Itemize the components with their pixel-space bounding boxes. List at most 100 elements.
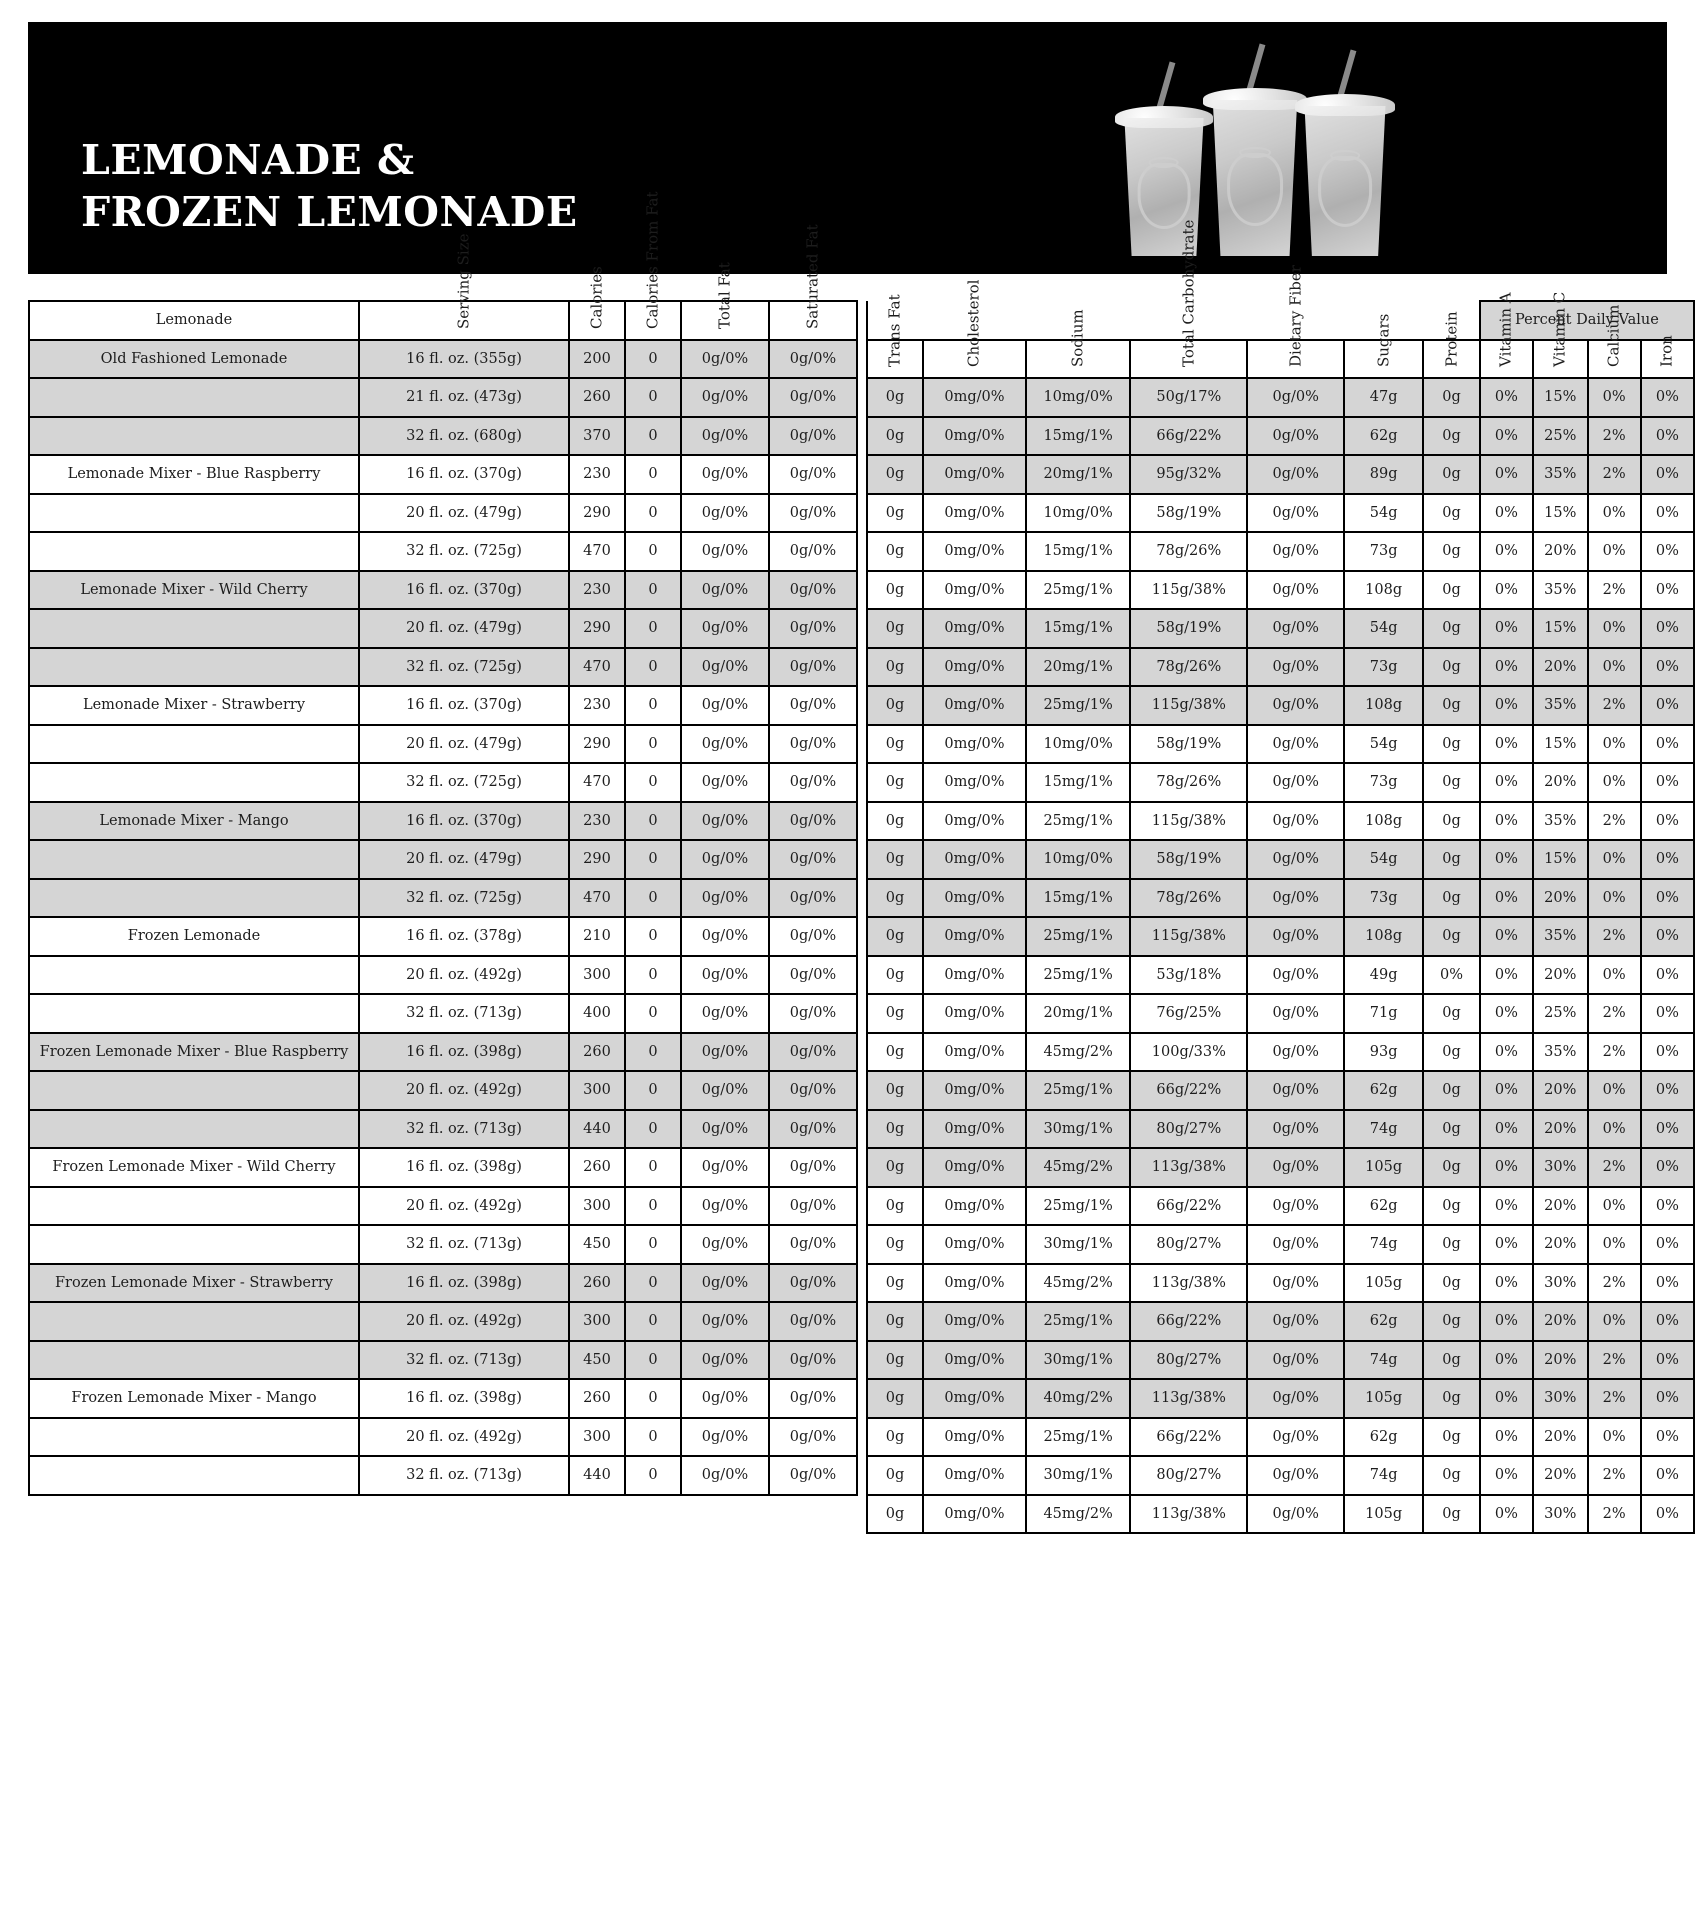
cell-calories-from-fat: 0	[624, 531, 682, 572]
cell-sodium: 45mg/2%	[1024, 1147, 1132, 1188]
cell-iron: 0%	[1639, 1147, 1695, 1188]
cell-serving-size: 16 fl. oz. (370g)	[358, 454, 570, 495]
cell-calcium: 0%	[1586, 1185, 1642, 1226]
cell-sugars: 73g	[1343, 646, 1425, 687]
cell-sodium: 30mg/1%	[1024, 1455, 1132, 1496]
cell-total-carbohydrate: 100g/33%	[1129, 1031, 1249, 1072]
cell-protein: 0g	[1422, 685, 1481, 726]
cell-calories: 290	[568, 723, 626, 764]
table-row: 0g 0mg/0% 25mg/1% 53g/18% 0g/0% 49g 0% 0% 20% 0% 0…	[866, 954, 1695, 995]
cell-protein: 0g	[1422, 762, 1481, 803]
cell-total-fat: 0g/0%	[680, 454, 770, 495]
cell-trans-fat: 0g	[866, 1339, 924, 1380]
cell-trans-fat: 0g	[866, 723, 924, 764]
cell-total-fat: 0g/0%	[680, 1185, 770, 1226]
cell-trans-fat: 0g	[866, 1070, 924, 1111]
cell-protein: 0g	[1422, 839, 1481, 880]
cell-protein: 0g	[1422, 1070, 1481, 1111]
cell-iron: 0%	[1639, 954, 1695, 995]
cell-vitamin-a: 0%	[1478, 1185, 1535, 1226]
cell-dietary-fiber: 0g/0%	[1246, 1224, 1346, 1265]
cell-total-carbohydrate: 115g/38%	[1129, 569, 1249, 610]
cell-vitamin-c: 35%	[1532, 1031, 1589, 1072]
cell-sugars: 54g	[1343, 723, 1425, 764]
table-row: 20 fl. oz. (492g) 300 0 0g/0% 0g/0%	[28, 1416, 858, 1457]
cell-iron: 0%	[1639, 454, 1695, 495]
cell-protein: 0g	[1422, 454, 1481, 495]
cell-vitamin-a: 0%	[1478, 723, 1535, 764]
cell-saturated-fat: 0g/0%	[768, 839, 858, 880]
cell-calories: 290	[568, 492, 626, 533]
cell-dietary-fiber: 0g/0%	[1246, 1147, 1346, 1188]
cell-calories-from-fat: 0	[624, 993, 682, 1034]
cell-trans-fat: 0g	[866, 569, 924, 610]
cell-total-fat: 0g/0%	[680, 1455, 770, 1496]
cell-total-carbohydrate: 113g/38%	[1129, 1262, 1249, 1303]
cell-sugars: 105g	[1343, 1147, 1425, 1188]
cell-saturated-fat: 0g/0%	[768, 877, 858, 918]
cell-sugars: 108g	[1343, 800, 1425, 841]
cell-cholesterol: 0mg/0%	[921, 1147, 1027, 1188]
cell-cholesterol: 0mg/0%	[921, 531, 1027, 572]
cell-total-carbohydrate: 115g/38%	[1129, 685, 1249, 726]
column-header-saturated-fat: Saturated Fat	[768, 224, 858, 341]
cell-calories: 470	[568, 646, 626, 687]
cell-serving-size: 16 fl. oz. (355g)	[358, 338, 570, 379]
cell-cholesterol: 0mg/0%	[921, 377, 1027, 418]
cell-calcium: 2%	[1586, 1147, 1642, 1188]
cell-trans-fat: 0g	[866, 762, 924, 803]
cell-total-fat: 0g/0%	[680, 839, 770, 880]
cell-dietary-fiber: 0g/0%	[1246, 1339, 1346, 1380]
cell-sodium: 10mg/0%	[1024, 377, 1132, 418]
cell-vitamin-a: 0%	[1478, 762, 1535, 803]
cell-dietary-fiber: 0g/0%	[1246, 646, 1346, 687]
cell-product-name	[28, 1108, 360, 1149]
cell-calcium: 2%	[1586, 1455, 1642, 1496]
cell-calories-from-fat: 0	[624, 454, 682, 495]
cell-calories: 370	[568, 415, 626, 456]
cell-iron: 0%	[1639, 1416, 1695, 1457]
cell-calcium: 0%	[1586, 762, 1642, 803]
cell-serving-size: 16 fl. oz. (398g)	[358, 1378, 570, 1419]
cell-sugars: 62g	[1343, 1301, 1425, 1342]
cell-product-name: Old Fashioned Lemonade	[28, 338, 360, 379]
cell-protein: 0g	[1422, 1147, 1481, 1188]
cell-serving-size: 20 fl. oz. (492g)	[358, 954, 570, 995]
cell-serving-size: 20 fl. oz. (492g)	[358, 1185, 570, 1226]
table-row: 20 fl. oz. (479g) 290 0 0g/0% 0g/0%	[28, 492, 858, 533]
cell-protein: 0g	[1422, 1455, 1481, 1496]
page-header-banner: LEMONADE & FROZEN LEMONADE	[28, 22, 1667, 274]
cell-total-fat: 0g/0%	[680, 877, 770, 918]
cell-dietary-fiber: 0g/0%	[1246, 685, 1346, 726]
cell-vitamin-a: 0%	[1478, 1224, 1535, 1265]
cell-vitamin-c: 30%	[1532, 1378, 1589, 1419]
cell-vitamin-a: 0%	[1478, 1416, 1535, 1457]
cell-cholesterol: 0mg/0%	[921, 723, 1027, 764]
cell-vitamin-a: 0%	[1478, 454, 1535, 495]
cell-calories: 440	[568, 1455, 626, 1496]
cell-calories: 300	[568, 954, 626, 995]
cell-calories-from-fat: 0	[624, 839, 682, 880]
table-row: 0g 0mg/0% 10mg/0% 58g/19% 0g/0% 54g 0g 0% 15% 0% 0…	[866, 723, 1695, 764]
column-header-protein: Protein	[1422, 311, 1481, 379]
table-row: 32 fl. oz. (713g) 450 0 0g/0% 0g/0%	[28, 1224, 858, 1265]
cell-sodium: 15mg/1%	[1024, 877, 1132, 918]
cell-calories-from-fat: 0	[624, 1339, 682, 1380]
cell-saturated-fat: 0g/0%	[768, 1301, 858, 1342]
cell-iron: 0%	[1639, 1455, 1695, 1496]
cell-sodium: 15mg/1%	[1024, 531, 1132, 572]
cell-saturated-fat: 0g/0%	[768, 1224, 858, 1265]
cell-serving-size: 32 fl. oz. (725g)	[358, 646, 570, 687]
cell-vitamin-c: 20%	[1532, 1339, 1589, 1380]
cell-sugars: 49g	[1343, 954, 1425, 995]
cell-cholesterol: 0mg/0%	[921, 1031, 1027, 1072]
cell-iron: 0%	[1639, 608, 1695, 649]
table-row: 0g 0mg/0% 25mg/1% 115g/38% 0g/0% 108g 0g 0% 35% 2…	[866, 569, 1695, 610]
cell-calcium: 0%	[1586, 954, 1642, 995]
cell-calcium: 0%	[1586, 723, 1642, 764]
cell-saturated-fat: 0g/0%	[768, 531, 858, 572]
cell-saturated-fat: 0g/0%	[768, 993, 858, 1034]
table-row: Lemonade Mixer - Strawberry 16 fl. oz. (3…	[28, 685, 858, 726]
cell-total-carbohydrate: 76g/25%	[1129, 993, 1249, 1034]
table-row: 0g 0mg/0% 15mg/1% 78g/26% 0g/0% 73g 0g 0% 20% 0% 0…	[866, 531, 1695, 572]
